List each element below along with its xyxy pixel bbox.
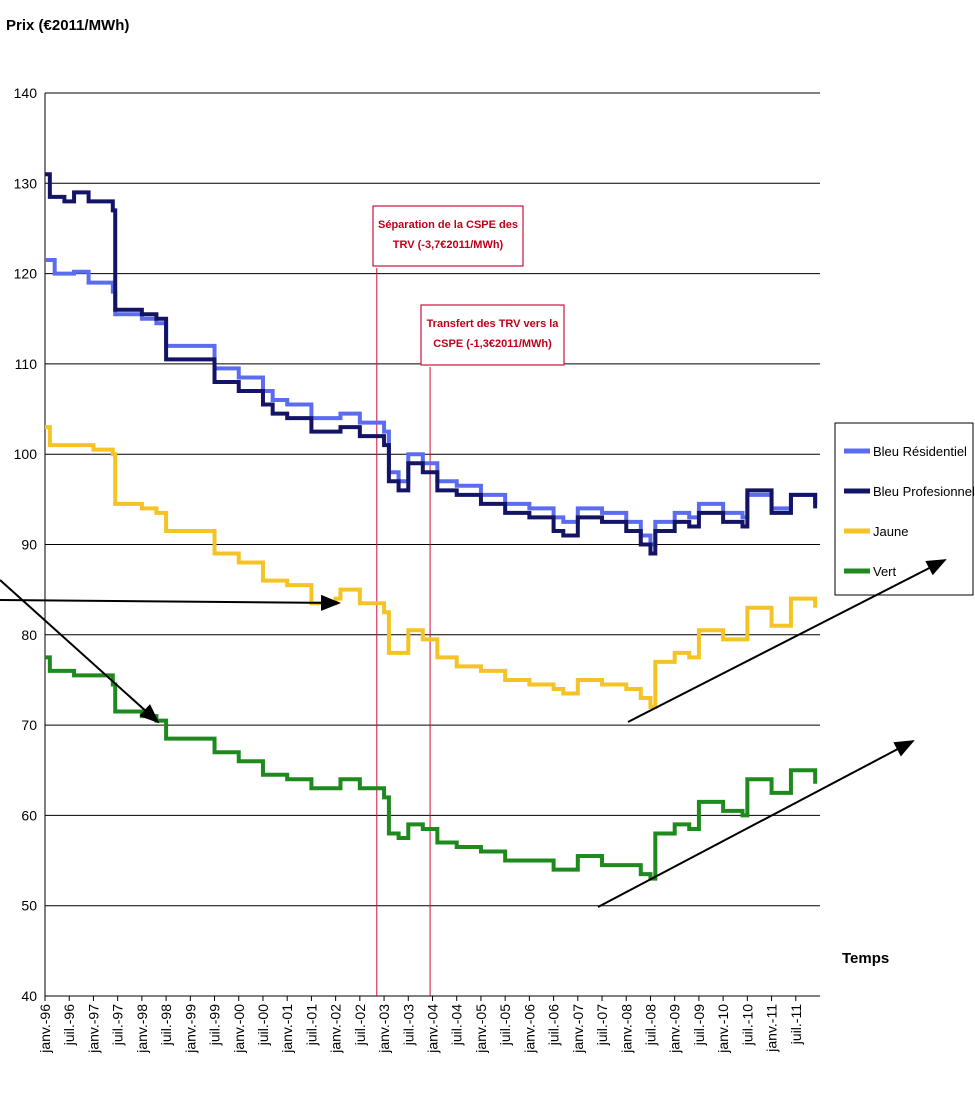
y-tick-label: 80 xyxy=(21,627,37,643)
y-tick-label: 60 xyxy=(21,807,37,823)
x-tick-label: janv.-05 xyxy=(473,1004,489,1054)
series-line xyxy=(45,655,818,881)
annotation-text: CSPE (-1,3€2011/MWh) xyxy=(433,338,552,350)
series-line xyxy=(45,172,818,556)
x-tick-label: juil.-04 xyxy=(449,1004,465,1046)
annotation-text: Séparation de la CSPE des xyxy=(378,219,518,231)
x-tick-label: janv.-08 xyxy=(618,1004,634,1054)
x-tick-label: janv.-97 xyxy=(85,1004,101,1054)
y-tick-label: 110 xyxy=(15,356,38,372)
x-tick-label: juil.-98 xyxy=(158,1004,174,1046)
y-tick-label: 130 xyxy=(14,175,38,191)
y-tick-labels: 40 50 60 70 80 90 100 110 120 130 140 xyxy=(14,85,38,1004)
x-tick-label: juil.-10 xyxy=(739,1004,755,1046)
y-axis-title: Prix (€2011/MWh) xyxy=(6,17,129,34)
x-tick-label: juil.-08 xyxy=(642,1004,658,1046)
x-tick-label: janv.-03 xyxy=(376,1004,392,1054)
gridlines xyxy=(44,92,820,997)
y-tick-label: 120 xyxy=(14,266,38,282)
legend-label: Vert xyxy=(873,564,897,579)
arrow-trend-vert xyxy=(597,740,915,908)
arrow-to-vert xyxy=(0,579,160,724)
x-axis-title: Temps xyxy=(842,950,889,967)
y-tick-label: 70 xyxy=(21,717,37,733)
y-tick-label: 50 xyxy=(21,898,37,914)
arrow-trend-jaune xyxy=(627,559,947,723)
x-tick-label: juil.-07 xyxy=(594,1004,610,1046)
x-tick-label: juil.-09 xyxy=(691,1004,707,1046)
trend-arrows xyxy=(0,559,947,908)
y-tick-label: 100 xyxy=(14,446,38,462)
x-tick-label: juil.-99 xyxy=(207,1004,223,1046)
legend-label: Bleu Résidentiel xyxy=(873,444,967,459)
legend-box xyxy=(834,422,974,596)
x-tick-label: juil.-05 xyxy=(497,1004,513,1046)
x-tick-label: janv.-96 xyxy=(37,1004,53,1054)
legend: Bleu Résidentiel Bleu Profesionnel Jaune Ve… xyxy=(834,422,975,596)
annotation-box xyxy=(372,205,524,267)
x-tick-label: juil.-02 xyxy=(352,1004,368,1046)
series-lines xyxy=(45,172,818,881)
x-tick-label: juil.-00 xyxy=(255,1004,271,1046)
legend-label: Bleu Profesionnel xyxy=(873,484,975,499)
x-tick-label: juil.-11 xyxy=(788,1004,804,1045)
annotation-text: TRV (-3,7€2011/MWh) xyxy=(393,239,504,251)
y-tick-label: 90 xyxy=(21,537,37,553)
x-tick-label: juil.-96 xyxy=(61,1004,77,1046)
x-tick-label: juil.-06 xyxy=(546,1004,562,1046)
x-tick-label: janv.-11 xyxy=(764,1004,780,1053)
annotation-box xyxy=(420,304,565,366)
x-tick-label: janv.-98 xyxy=(134,1004,150,1054)
x-tick-label: juil.-01 xyxy=(303,1004,319,1046)
annotation-text: Transfert des TRV vers la xyxy=(427,318,560,330)
y-tick-label: 140 xyxy=(14,85,38,101)
series-line xyxy=(45,425,818,710)
x-tick-label: janv.-01 xyxy=(279,1004,295,1054)
x-tick-label: janv.-02 xyxy=(328,1004,344,1054)
x-tick-label: juil.-97 xyxy=(110,1004,126,1046)
x-tick-label: janv.-07 xyxy=(570,1004,586,1054)
x-tick-label: juil.-03 xyxy=(400,1004,416,1046)
x-tick-labels: janv.-96 juil.-96 janv.-97 juil.-97 janv.-98… xyxy=(37,996,804,1054)
y-tick-label: 40 xyxy=(21,988,37,1004)
event-annotations: Séparation de la CSPE des TRV (-3,7€2011/… xyxy=(372,205,565,366)
x-tick-label: janv.-09 xyxy=(667,1004,683,1054)
x-tick-label: janv.-00 xyxy=(231,1004,247,1054)
x-tick-label: janv.-10 xyxy=(715,1004,731,1054)
x-tick-label: janv.-99 xyxy=(182,1004,198,1054)
arrow-to-jaune xyxy=(0,594,341,611)
x-tick-label: janv.-04 xyxy=(425,1004,441,1054)
x-tick-label: janv.-06 xyxy=(521,1004,537,1054)
legend-label: Jaune xyxy=(873,524,908,539)
